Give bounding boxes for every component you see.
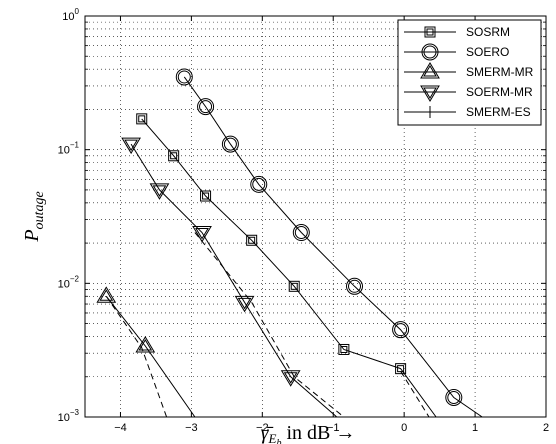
legend: SOSRM SOERO SMERM-MR SOERM-MR SMERM-ES: [397, 19, 542, 126]
series-line-sosrm: [141, 118, 437, 418]
series-smerm-mr: [96, 286, 196, 418]
legend-marker-inner: [423, 65, 437, 77]
series-line-smerm-es: [400, 370, 430, 418]
data-point: [200, 190, 212, 202]
legend-marker-inner: [423, 87, 437, 99]
x-tick-label: −4: [114, 422, 127, 434]
legend-marker: [420, 62, 440, 79]
data-point: [292, 224, 310, 242]
data-point-inner: [124, 139, 138, 152]
series-line-soero: [183, 76, 483, 418]
legend-label: SMERM-MR: [466, 65, 534, 79]
data-point-inner: [237, 297, 252, 310]
data-point: [395, 363, 407, 375]
data-point-inner: [199, 100, 213, 114]
y-axis-label: Poutage: [21, 191, 47, 242]
data-point: [392, 321, 410, 339]
data-point-inner: [195, 228, 209, 240]
legend-marker: [421, 43, 439, 61]
y-tick-label: 10−3: [58, 408, 80, 424]
data-point-inner: [248, 236, 256, 244]
data-point: [96, 286, 117, 303]
y-tick-label: 10−1: [58, 141, 80, 157]
y-tick-label: 10−2: [58, 274, 80, 290]
data-point: [346, 277, 364, 295]
data-point-inner: [223, 137, 237, 151]
data-point-inner: [294, 226, 308, 240]
series-soerm-mr: [121, 137, 338, 418]
x-tick-label: −3: [185, 422, 198, 434]
series-sosrm: [136, 113, 437, 418]
data-point-inner: [99, 289, 114, 301]
series-soero: [175, 68, 483, 418]
series-line-smerm-mr: [105, 295, 196, 418]
series-line-smerm-es: [105, 296, 168, 418]
data-point-inner: [152, 185, 167, 197]
x-tick-label: 2: [543, 422, 549, 434]
data-point-inner: [202, 192, 210, 200]
data-point: [280, 370, 301, 387]
data-point: [136, 113, 148, 125]
data-point-inner: [138, 115, 146, 123]
data-point-inner: [447, 390, 461, 404]
data-point-inner: [283, 372, 298, 384]
legend-label: SOERM-MR: [466, 85, 533, 99]
x-tick-label: −2: [256, 422, 269, 434]
legend-label: SOSRM: [466, 25, 510, 39]
data-point: [221, 135, 239, 153]
legend-marker-inner: [426, 28, 434, 36]
data-point: [121, 137, 141, 155]
data-point-inner: [340, 345, 348, 353]
legend-marker: [420, 85, 440, 102]
data-point: [175, 68, 193, 86]
data-point: [338, 343, 350, 355]
data-point-inner: [252, 177, 266, 191]
x-tick-label: 0: [401, 422, 407, 434]
data-point: [168, 150, 180, 162]
data-point: [250, 175, 268, 193]
plot-frame: [84, 15, 547, 418]
data-point-inner: [138, 338, 153, 351]
series-layer: [96, 68, 483, 418]
x-tick-label: 1: [472, 422, 478, 434]
axis-ticks: −4 −3 −2 −1 0 1 2 100 10−1 10−2 10−3: [58, 7, 549, 434]
y-tick-label: 100: [62, 7, 79, 23]
data-point: [135, 335, 156, 353]
legend-label: SOERO: [466, 45, 509, 59]
legend-marker: [424, 26, 436, 38]
data-point-inner: [177, 70, 191, 84]
data-point-inner: [348, 279, 362, 293]
data-point: [288, 280, 300, 292]
data-point-inner: [394, 323, 408, 337]
data-point: [234, 295, 255, 313]
x-axis-label: γ̄Eb in dB →: [261, 422, 356, 444]
legend-label: SMERM-ES: [466, 105, 531, 119]
data-point: [192, 226, 212, 243]
legend-marker-inner: [423, 45, 437, 59]
axis-labels: Poutage γ̄Eb in dB →: [21, 191, 355, 444]
data-point-inner: [170, 152, 178, 160]
data-point: [149, 183, 170, 200]
x-tick-label: −1: [327, 422, 340, 434]
data-point-inner: [290, 282, 298, 290]
series-line-smerm-es: [194, 232, 345, 418]
data-point: [246, 234, 258, 246]
data-point: [197, 98, 215, 116]
series-smerm-es: [105, 232, 430, 418]
data-point: [445, 388, 463, 406]
